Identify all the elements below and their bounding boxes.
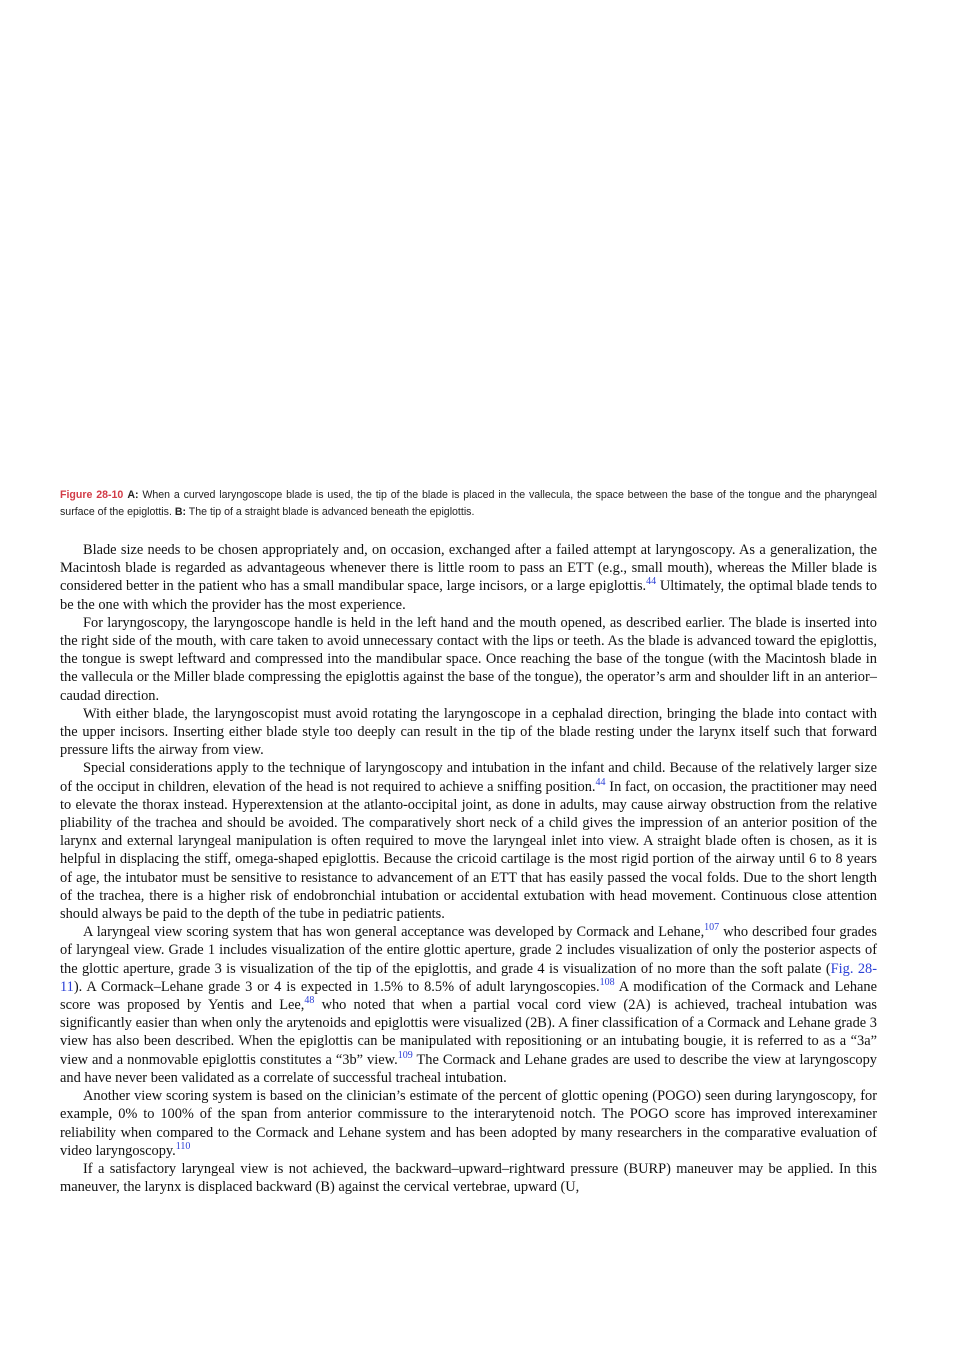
reference-108[interactable]: 108 (599, 977, 615, 989)
paragraph-blade-size: Blade size needs to be chosen appropriat… (60, 541, 877, 614)
figure-label[interactable]: Figure 28-10 (60, 489, 124, 501)
reference-44[interactable]: 44 (646, 576, 657, 588)
figure-link-28-11[interactable]: Fig. 28-11 (60, 960, 878, 995)
text-run: For laryngoscopy, the laryngoscope handl… (60, 614, 877, 704)
panel-a-marker: A: (127, 489, 139, 501)
reference-110[interactable]: 110 (175, 1140, 191, 1152)
body-text: Blade size needs to be chosen appropriat… (60, 541, 877, 1196)
text-run: Blade size needs to be chosen appropriat… (60, 542, 877, 595)
text-run: who noted that when a partial vocal cord… (60, 997, 878, 1068)
text-run: who described four grades of laryngeal v… (60, 924, 877, 977)
text-run: ). A Cormack–Lehane grade 3 or 4 is expe… (73, 978, 600, 995)
paragraph-laryngoscopy-technique: For laryngoscopy, the laryngoscope handl… (60, 614, 877, 705)
text-run: Ultimately, the optimal blade tends to b… (60, 578, 877, 613)
text-run: Another view scoring system is based on … (60, 1088, 877, 1159)
reference-109[interactable]: 109 (397, 1049, 413, 1061)
text-run: With either blade, the laryngoscopist mu… (60, 705, 877, 759)
text-run: In fact, on occasion, the practitioner m… (60, 778, 877, 923)
reference-48[interactable]: 48 (304, 995, 315, 1007)
text-run: A modification of the Cormack and Lehane… (60, 978, 877, 1014)
text-run: The Cormack and Lehane grades are used t… (60, 1051, 877, 1086)
paragraph-burp: If a satisfactory laryngeal view is not … (60, 1160, 877, 1196)
panel-a-text: When a curved laryngoscope blade is used… (60, 489, 877, 518)
paragraph-either-blade: With either blade, the laryngoscopist mu… (60, 705, 877, 760)
figure-caption: Figure 28-10 A: When a curved laryngoscop… (60, 487, 877, 521)
text-run: Special considerations apply to the tech… (60, 760, 877, 795)
paragraph-cormack-lehane: A laryngeal view scoring system that has… (60, 923, 877, 1087)
panel-b-marker: B: (174, 506, 187, 518)
text-run: If a satisfactory laryngeal view is not … (60, 1160, 877, 1196)
reference-44[interactable]: 44 (595, 776, 606, 788)
reference-107[interactable]: 107 (704, 922, 720, 934)
paragraph-pogo: Another view scoring system is based on … (60, 1087, 877, 1160)
text-run: A laryngeal view scoring system that has… (83, 924, 705, 941)
panel-b-text: The tip of a straight blade is advanced … (186, 506, 475, 518)
figure-image-area (60, 60, 877, 480)
paragraph-pediatric: Special considerations apply to the tech… (60, 759, 877, 923)
